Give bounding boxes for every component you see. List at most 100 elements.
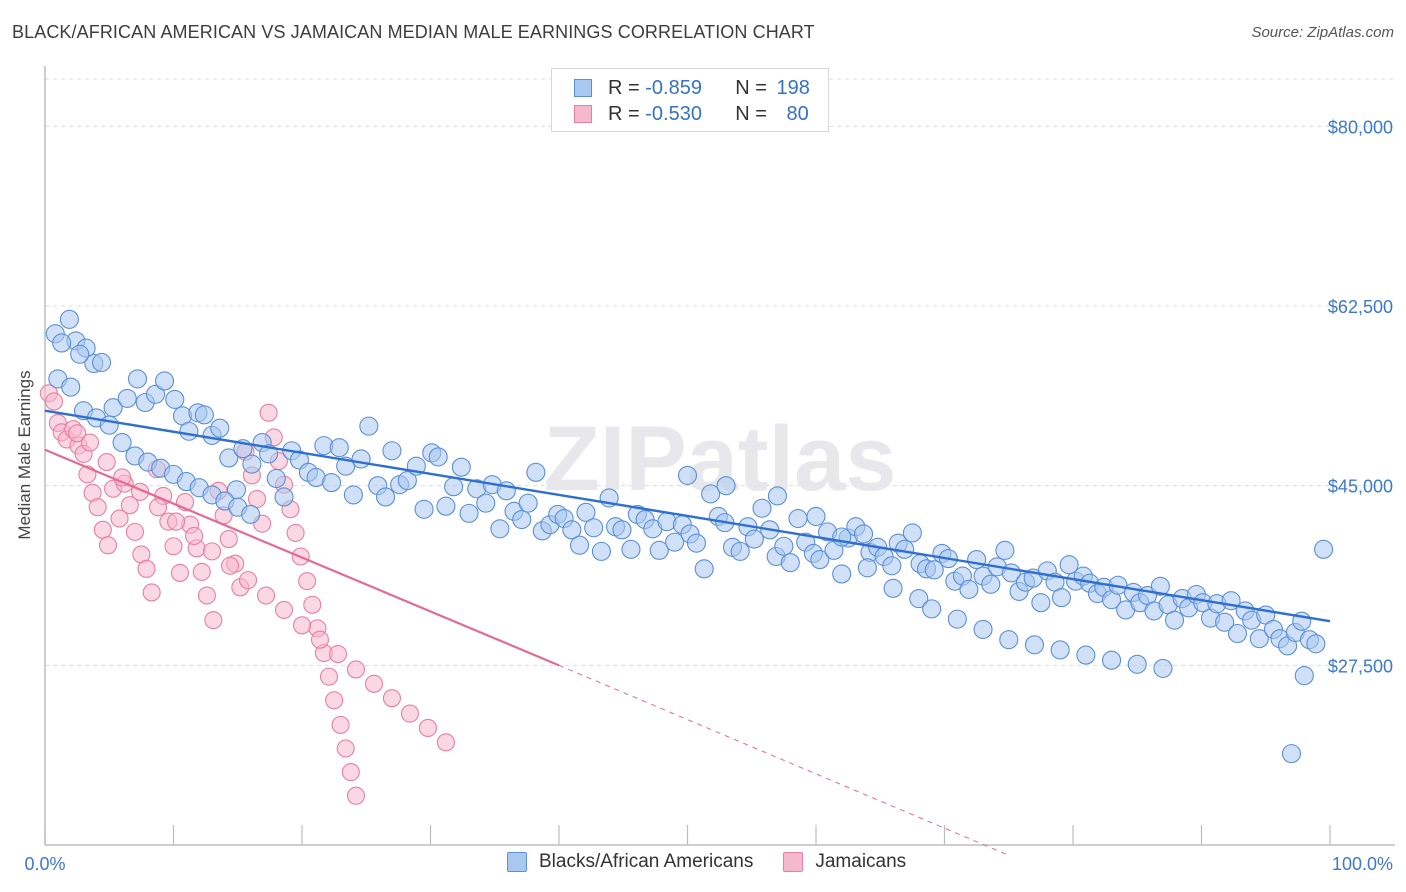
legend-item-jamaicans[interactable]: Jamaicans [783,851,906,873]
jamaican-point [303,595,322,614]
black-point [995,540,1015,560]
black-point [414,499,434,519]
jamaican-point [185,526,204,546]
black-point [584,518,604,538]
black-point [526,462,546,482]
black-point [922,599,942,619]
black-point [52,333,72,353]
jamaican-point [418,718,437,738]
black-point [694,559,714,579]
black-point [1314,539,1334,559]
jamaican-point [204,611,223,630]
black-point [959,579,979,599]
black-point [127,369,148,389]
black-point [351,449,371,469]
y-tick-label: $80,000 [1328,117,1393,137]
black-point [1102,650,1122,670]
black-point [909,589,929,609]
jamaicans-points [39,384,455,805]
black-point [266,468,286,489]
black-point [1281,744,1301,764]
black-point [1227,623,1248,644]
black-point [61,377,81,397]
black-point [591,541,611,561]
jamaican-point [382,689,402,708]
legend-r-label: R = [608,76,646,99]
black-point [788,508,808,529]
black-point [241,504,261,524]
black-point [853,524,874,544]
jamaican-point [328,644,348,664]
black-point [1306,634,1326,654]
black-point [701,484,721,504]
legend-item-blacks[interactable]: Blacks/African Americans [507,851,753,873]
black-point [924,560,944,580]
jamaican-point [292,616,312,635]
black-point [1050,640,1070,660]
jamaican-point [203,542,222,561]
legend-r-value: -0.530 [645,102,702,125]
black-point [947,609,967,629]
jamaican-point [310,630,330,649]
jamaican-point [137,559,156,578]
jamaican-point [331,715,350,734]
black-point [562,520,582,540]
black-point [382,441,402,461]
black-point [1127,654,1147,674]
black-point [194,405,214,425]
legend-n-value: 80 [786,102,809,125]
jamaican-point [170,563,189,582]
black-point [744,529,764,549]
black-point [576,502,596,522]
correlation-legend: R = -0.859 N = 198 R = -0.530 N = 80 [551,68,829,132]
tick-labels: $27,500 $45,000 $62,500 $80,000 0.0% 100.0% [24,117,1393,874]
jamaican-point [93,520,112,539]
jamaican-point [192,562,211,581]
black-point [343,485,363,505]
jamaican-point [319,667,339,686]
black-point [1031,593,1051,613]
black-point [1215,612,1235,632]
black-point [621,539,641,559]
black-point [1294,666,1314,686]
series-legend: Blacks/African Americans Jamaicans [507,851,936,873]
blacks-trend-line [44,409,1331,623]
jamaican-point [341,763,360,782]
jamaican-point [220,556,240,575]
black-point [612,520,632,540]
black-point [490,519,510,539]
black-point [322,473,342,493]
black-point [397,470,417,491]
black-point [981,574,1001,594]
black-point [476,493,496,513]
black-point [752,498,772,518]
legend-r-value: -0.859 [645,76,702,99]
black-point [259,444,279,464]
black-point [242,454,262,474]
black-point [649,540,669,560]
black-point [154,371,175,391]
y-tick-label: $62,500 [1328,297,1393,317]
black-point [375,487,396,507]
jamaican-point [98,536,118,555]
blacks-points [45,309,1334,764]
legend-n-label: N = [735,76,773,99]
black-point [665,532,685,552]
jamaican-point [142,583,161,602]
black-point [179,421,199,441]
black-point [1059,555,1079,575]
black-point [117,388,137,408]
black-point [973,619,993,639]
black-point [806,506,826,527]
black-point [730,541,750,561]
black-point [810,550,830,570]
legend-swatch-pink [783,852,804,872]
jamaican-point [238,571,258,590]
black-point [451,457,471,477]
jamaican-point [167,512,186,531]
black-point [70,344,90,364]
black-point [99,415,119,435]
black-point [512,509,532,530]
black-point [882,556,902,576]
trend-lines [44,409,1331,856]
